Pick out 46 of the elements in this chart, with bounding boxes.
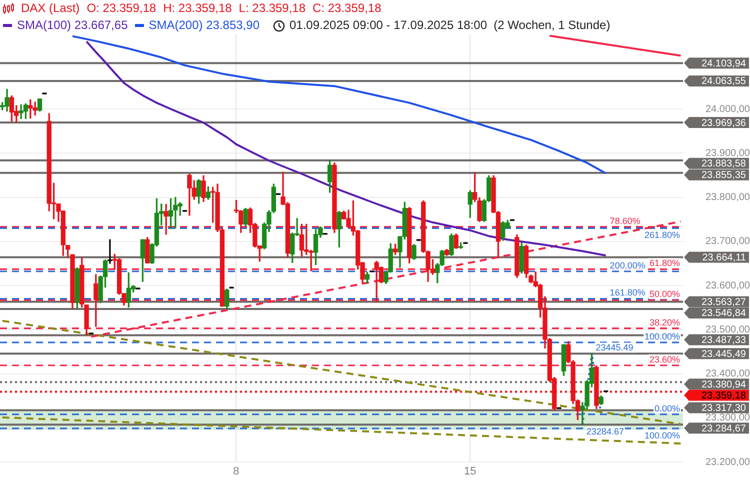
y-tick-label: 23.900,00 xyxy=(706,148,750,159)
annotation: 161.80% xyxy=(610,288,646,298)
data-label: 23445.49 xyxy=(596,342,634,353)
y-tick-label: 23.700,00 xyxy=(706,236,750,248)
annotation: 61.80% xyxy=(649,258,680,268)
annotation: 100.00% xyxy=(644,331,680,342)
annotation: 78.60% xyxy=(610,216,640,226)
ref-line-label: 24.063,55 xyxy=(702,76,746,88)
y-tick-label: 23.500,00 xyxy=(706,324,750,336)
annotation: 38.20% xyxy=(649,317,680,328)
y-tick-label: 23.200,00 xyxy=(706,456,750,468)
annotation: 100.00% xyxy=(644,430,680,440)
y-tick-label: 23.800,00 xyxy=(706,192,750,204)
ref-line-label: 23.969,36 xyxy=(702,118,746,129)
text: C: 23.359,18 xyxy=(312,1,382,15)
ref-line-label: 23.563,27 xyxy=(702,296,746,308)
data-label: 23284.67 xyxy=(586,426,624,437)
x-tick-label: 15 xyxy=(464,466,476,478)
text: O: 23.359,18 xyxy=(86,1,156,15)
ref-line-label: 23.546,84 xyxy=(702,308,746,320)
ref-line-label: 23.284,67 xyxy=(702,423,746,434)
ref-line-label: 23.883,58 xyxy=(702,158,746,170)
ref-line-label: 23.380,94 xyxy=(702,379,746,390)
text: L: 23.359,18 xyxy=(238,1,306,15)
ref-line-label: 23.359,18 xyxy=(702,390,746,402)
y-tick-label: 23.300,00 xyxy=(706,412,750,424)
legend-label: SMA(100) 23.667,65 xyxy=(17,18,128,32)
text: H: 23.359,18 xyxy=(163,1,232,15)
chart-subtitle: 01.09.2025 09:00 - 17.09.2025 18:00 (2 Wochen, 1 Stunde) xyxy=(290,18,610,32)
x-tick-label: 8 xyxy=(233,466,240,478)
legend-label: SMA(200) 23.853,90 xyxy=(148,18,260,32)
annotation: 50.00% xyxy=(649,289,680,300)
ref-line-label: 23.855,35 xyxy=(702,170,746,182)
ref-line-label: 23.664,11 xyxy=(702,252,746,264)
chart-title: DAX (Last) xyxy=(21,1,80,15)
annotation: 261.80% xyxy=(644,230,680,240)
annotation: 23.60% xyxy=(649,354,680,364)
ref-line-label: 23.445,49 xyxy=(702,348,746,360)
y-tick-label: 24.000,00 xyxy=(706,104,750,115)
ref-line-label: 23.487,33 xyxy=(702,334,746,346)
annotation: 0.00% xyxy=(654,403,680,414)
annotation: 200.00% xyxy=(610,260,646,270)
ref-line-label: 24.103,94 xyxy=(702,58,746,70)
y-tick-label: 23.400,00 xyxy=(706,368,750,380)
y-tick-label: 23.600,00 xyxy=(706,280,750,292)
ref-line-label: 23.317,30 xyxy=(702,402,746,414)
